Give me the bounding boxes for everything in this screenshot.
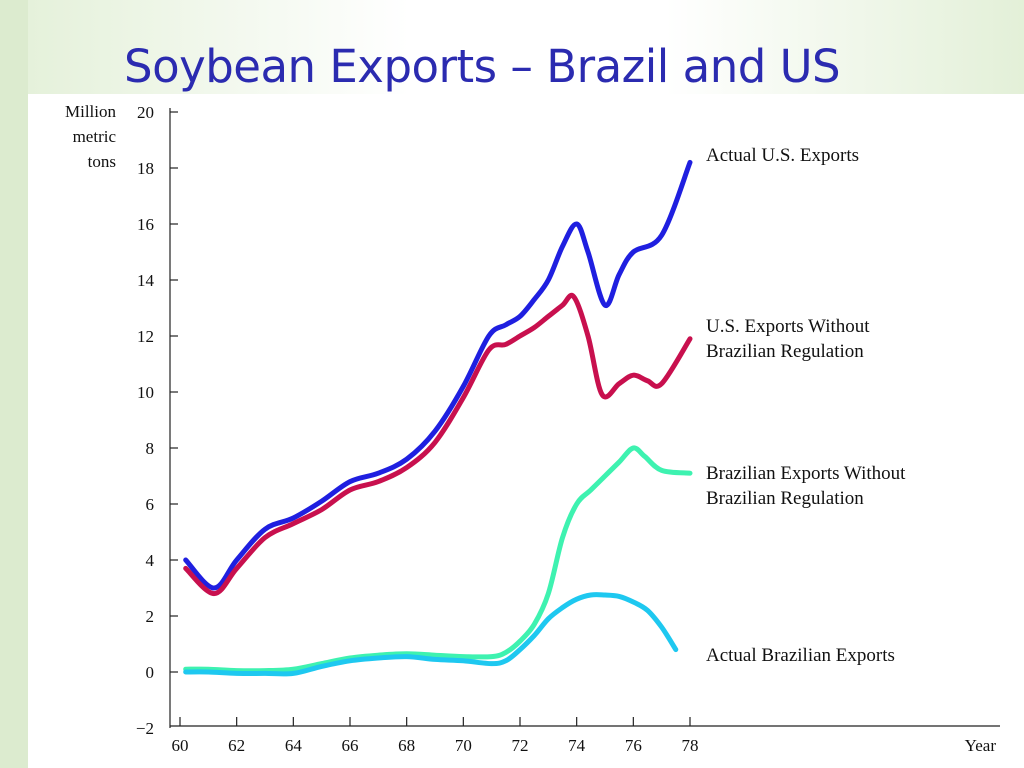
x-tick-label: 78: [682, 736, 699, 755]
x-tick-label: 76: [625, 736, 642, 755]
line-label-brazil-without-regulation: Brazilian Exports Without: [706, 463, 906, 484]
x-tick-label: 68: [398, 736, 415, 755]
line-label-us-without-regulation: Brazilian Regulation: [706, 341, 864, 362]
y-axis-title-line: Million: [65, 102, 117, 121]
line-label-actual-us: Actual U.S. Exports: [706, 145, 859, 166]
y-tick-label: 16: [137, 215, 154, 234]
y-tick-label: −2: [136, 719, 154, 738]
x-tick-label: 64: [285, 736, 303, 755]
x-tick-label: 72: [512, 736, 529, 755]
x-tick-label: 60: [172, 736, 189, 755]
x-axis-title: Year: [965, 736, 997, 755]
chart-panel: [28, 94, 1024, 768]
y-tick-label: 4: [146, 551, 155, 570]
left-accent-band: [0, 0, 28, 768]
x-tick-label: 70: [455, 736, 472, 755]
line-label-us-without-regulation: U.S. Exports Without: [706, 316, 870, 337]
y-tick-label: 10: [137, 383, 154, 402]
x-tick-label: 62: [228, 736, 245, 755]
y-tick-label: 2: [146, 607, 155, 626]
chart-series: [183, 159, 693, 677]
chart-line-labels: Actual U.S. Exports U.S. Exports Without B…: [706, 145, 906, 666]
line-label-brazil-without-regulation: Brazilian Regulation: [706, 488, 864, 509]
y-tick-label: 0: [146, 663, 155, 682]
series-line-actual-us: [183, 159, 693, 591]
series-line-us-without-regulation: [183, 292, 693, 597]
slide-title: Soybean Exports – Brazil and US: [124, 40, 841, 93]
y-tick-label: 8: [146, 439, 155, 458]
x-tick-label: 66: [342, 736, 359, 755]
y-axis-title-line: tons: [88, 152, 116, 171]
y-tick-label: 20: [137, 103, 154, 122]
y-tick-label: 6: [146, 495, 155, 514]
series-line-actual-brazil: [183, 592, 679, 677]
line-label-actual-brazil: Actual Brazilian Exports: [706, 645, 895, 666]
series-line-brazil-without-regulation: [183, 445, 693, 674]
y-tick-label: 18: [137, 159, 154, 178]
y-tick-label: 12: [137, 327, 154, 346]
y-tick-label: 14: [137, 271, 155, 290]
y-axis-title-line: metric: [73, 127, 117, 146]
x-tick-label: 74: [568, 736, 586, 755]
